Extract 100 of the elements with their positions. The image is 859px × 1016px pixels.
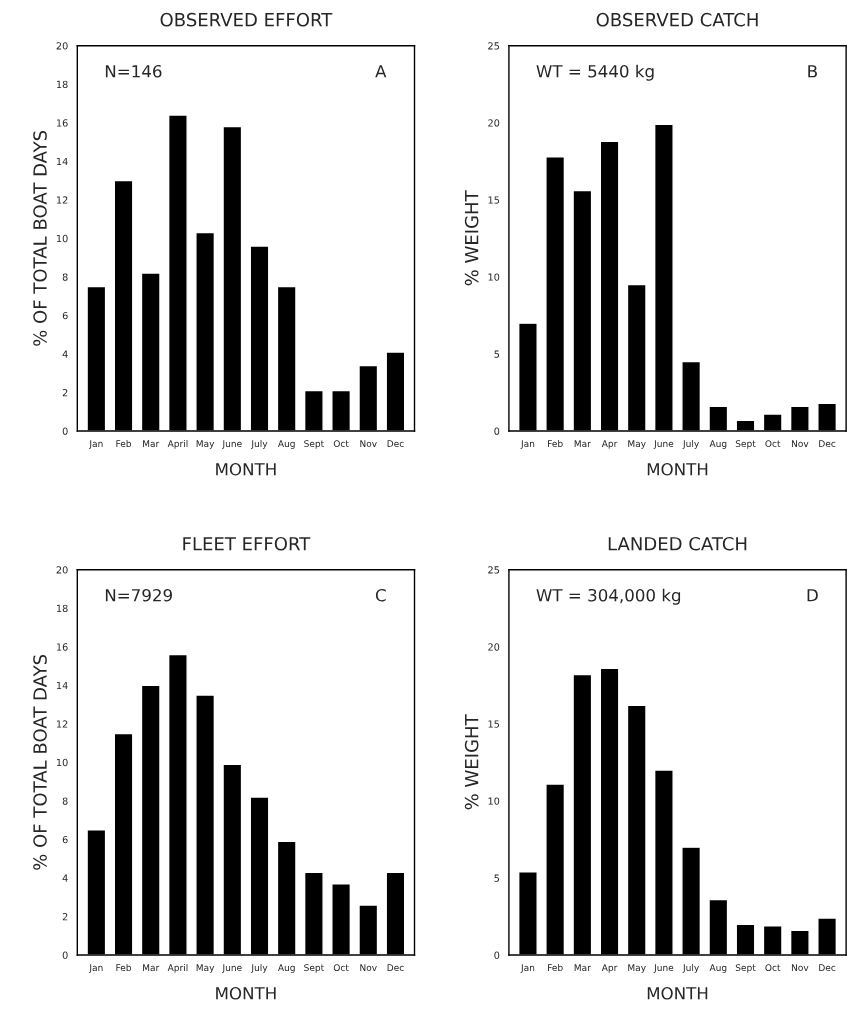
- y-tick-label: 18: [56, 604, 68, 613]
- y-tick-label: 20: [56, 566, 68, 574]
- y-tick-label: 2: [62, 912, 68, 921]
- x-tick-label: Apr: [601, 440, 618, 449]
- x-tick-label: May: [196, 440, 215, 449]
- y-tick-label: 0: [62, 951, 68, 959]
- annotation: WT = 5440 kg: [536, 64, 654, 81]
- x-tick-label: Aug: [709, 440, 727, 449]
- y-tick-label: 20: [56, 42, 68, 50]
- x-tick-label: Feb: [548, 440, 563, 448]
- y-tick-label: 5: [494, 874, 500, 882]
- y-axis-title: % WEIGHT: [464, 714, 479, 810]
- x-tick-label: Sept: [304, 440, 324, 449]
- y-tick-label: 10: [488, 797, 500, 805]
- y-tick-label: 16: [56, 119, 68, 127]
- x-tick-label: Mar: [574, 964, 591, 972]
- x-tick-label: Oct: [765, 440, 781, 448]
- y-tick-label: 15: [488, 196, 500, 204]
- x-tick-label: Sept: [735, 440, 756, 449]
- y-tick-label: 5: [494, 350, 500, 358]
- x-tick-label: Jan: [520, 964, 535, 973]
- x-tick-label: Aug: [277, 964, 295, 973]
- x-tick-label: Oct: [333, 440, 349, 448]
- y-axis-title: % WEIGHT: [464, 190, 479, 286]
- x-tick-label: Oct: [333, 964, 349, 972]
- x-tick-label: Mar: [143, 964, 160, 972]
- chart-title: OBSERVED CATCH: [596, 12, 758, 27]
- x-tick-label: Dec: [387, 440, 404, 448]
- annotation: B: [808, 65, 817, 78]
- annotation: WT = 304,000 kg: [536, 588, 681, 605]
- x-tick-label: Jan: [88, 440, 103, 449]
- y-tick-label: 10: [56, 234, 68, 243]
- y-tick-label: 0: [494, 427, 500, 435]
- x-tick-label: Nov: [791, 964, 809, 972]
- x-tick-label: July: [682, 440, 699, 449]
- chart-title: FLEET EFFORT: [183, 536, 311, 551]
- x-tick-label: July: [250, 440, 268, 449]
- y-tick-label: 4: [62, 874, 68, 882]
- x-tick-label: June: [222, 964, 242, 973]
- y-axis-title: % OF TOTAL BOAT DAYS: [33, 130, 47, 346]
- y-tick-label: 18: [56, 80, 68, 89]
- y-tick-label: 6: [62, 835, 68, 844]
- x-tick-label: Nov: [360, 964, 377, 972]
- x-tick-label: Dec: [819, 964, 836, 972]
- x-tick-label: July: [250, 964, 268, 973]
- y-tick-label: 0: [494, 951, 500, 959]
- x-tick-label: April: [167, 440, 188, 449]
- x-axis-title: MONTH: [647, 986, 708, 1000]
- x-tick-label: Dec: [819, 440, 836, 448]
- x-tick-label: Mar: [574, 440, 591, 448]
- y-tick-label: 8: [62, 273, 68, 281]
- annotation: N=146: [105, 64, 162, 78]
- y-tick-label: 20: [488, 119, 500, 127]
- annotation: N=7929: [105, 588, 172, 602]
- y-tick-label: 10: [56, 758, 68, 767]
- x-tick-label: Apr: [601, 964, 618, 973]
- x-tick-label: May: [628, 440, 646, 449]
- x-tick-label: June: [653, 440, 674, 449]
- x-tick-label: Aug: [277, 440, 295, 449]
- x-tick-label: Mar: [143, 440, 160, 448]
- y-tick-label: 14: [56, 157, 68, 166]
- y-tick-label: 0: [62, 427, 68, 435]
- x-tick-label: Feb: [548, 964, 563, 972]
- x-tick-label: April: [167, 964, 188, 973]
- x-tick-label: May: [196, 964, 215, 973]
- x-tick-label: Feb: [116, 964, 132, 972]
- x-tick-label: Sept: [304, 964, 324, 973]
- annotation: D: [807, 589, 818, 602]
- y-tick-label: 20: [488, 643, 500, 651]
- x-tick-label: Dec: [387, 964, 404, 972]
- x-axis-title: MONTH: [216, 462, 276, 476]
- y-tick-label: 10: [488, 273, 500, 281]
- y-tick-label: 4: [62, 350, 68, 358]
- y-tick-label: 15: [488, 720, 500, 728]
- y-tick-label: 6: [62, 311, 68, 320]
- y-tick-label: 12: [56, 720, 68, 728]
- y-tick-label: 2: [62, 388, 68, 397]
- x-tick-label: Nov: [360, 440, 377, 448]
- x-axis-title: MONTH: [647, 462, 708, 476]
- x-tick-label: July: [682, 964, 699, 973]
- chart-title: OBSERVED EFFORT: [160, 12, 333, 27]
- chart-title: LANDED CATCH: [608, 536, 747, 551]
- x-tick-label: Jan: [88, 964, 103, 973]
- x-tick-label: June: [653, 964, 674, 973]
- x-tick-label: Feb: [116, 440, 132, 448]
- y-tick-label: 16: [56, 643, 68, 651]
- x-tick-label: Jan: [520, 440, 535, 449]
- x-tick-label: Oct: [765, 964, 781, 972]
- y-tick-label: 8: [62, 797, 68, 805]
- y-tick-label: 25: [488, 42, 500, 50]
- x-axis-title: MONTH: [216, 986, 276, 1000]
- x-tick-label: Nov: [791, 440, 809, 448]
- x-tick-label: Aug: [709, 964, 727, 973]
- y-tick-label: 25: [488, 566, 500, 574]
- annotation: C: [375, 588, 386, 602]
- y-axis-title: % OF TOTAL BOAT DAYS: [33, 654, 47, 870]
- y-tick-label: 12: [56, 196, 68, 204]
- x-tick-label: June: [222, 440, 242, 449]
- annotation: A: [375, 65, 387, 78]
- x-tick-label: Sept: [735, 964, 756, 973]
